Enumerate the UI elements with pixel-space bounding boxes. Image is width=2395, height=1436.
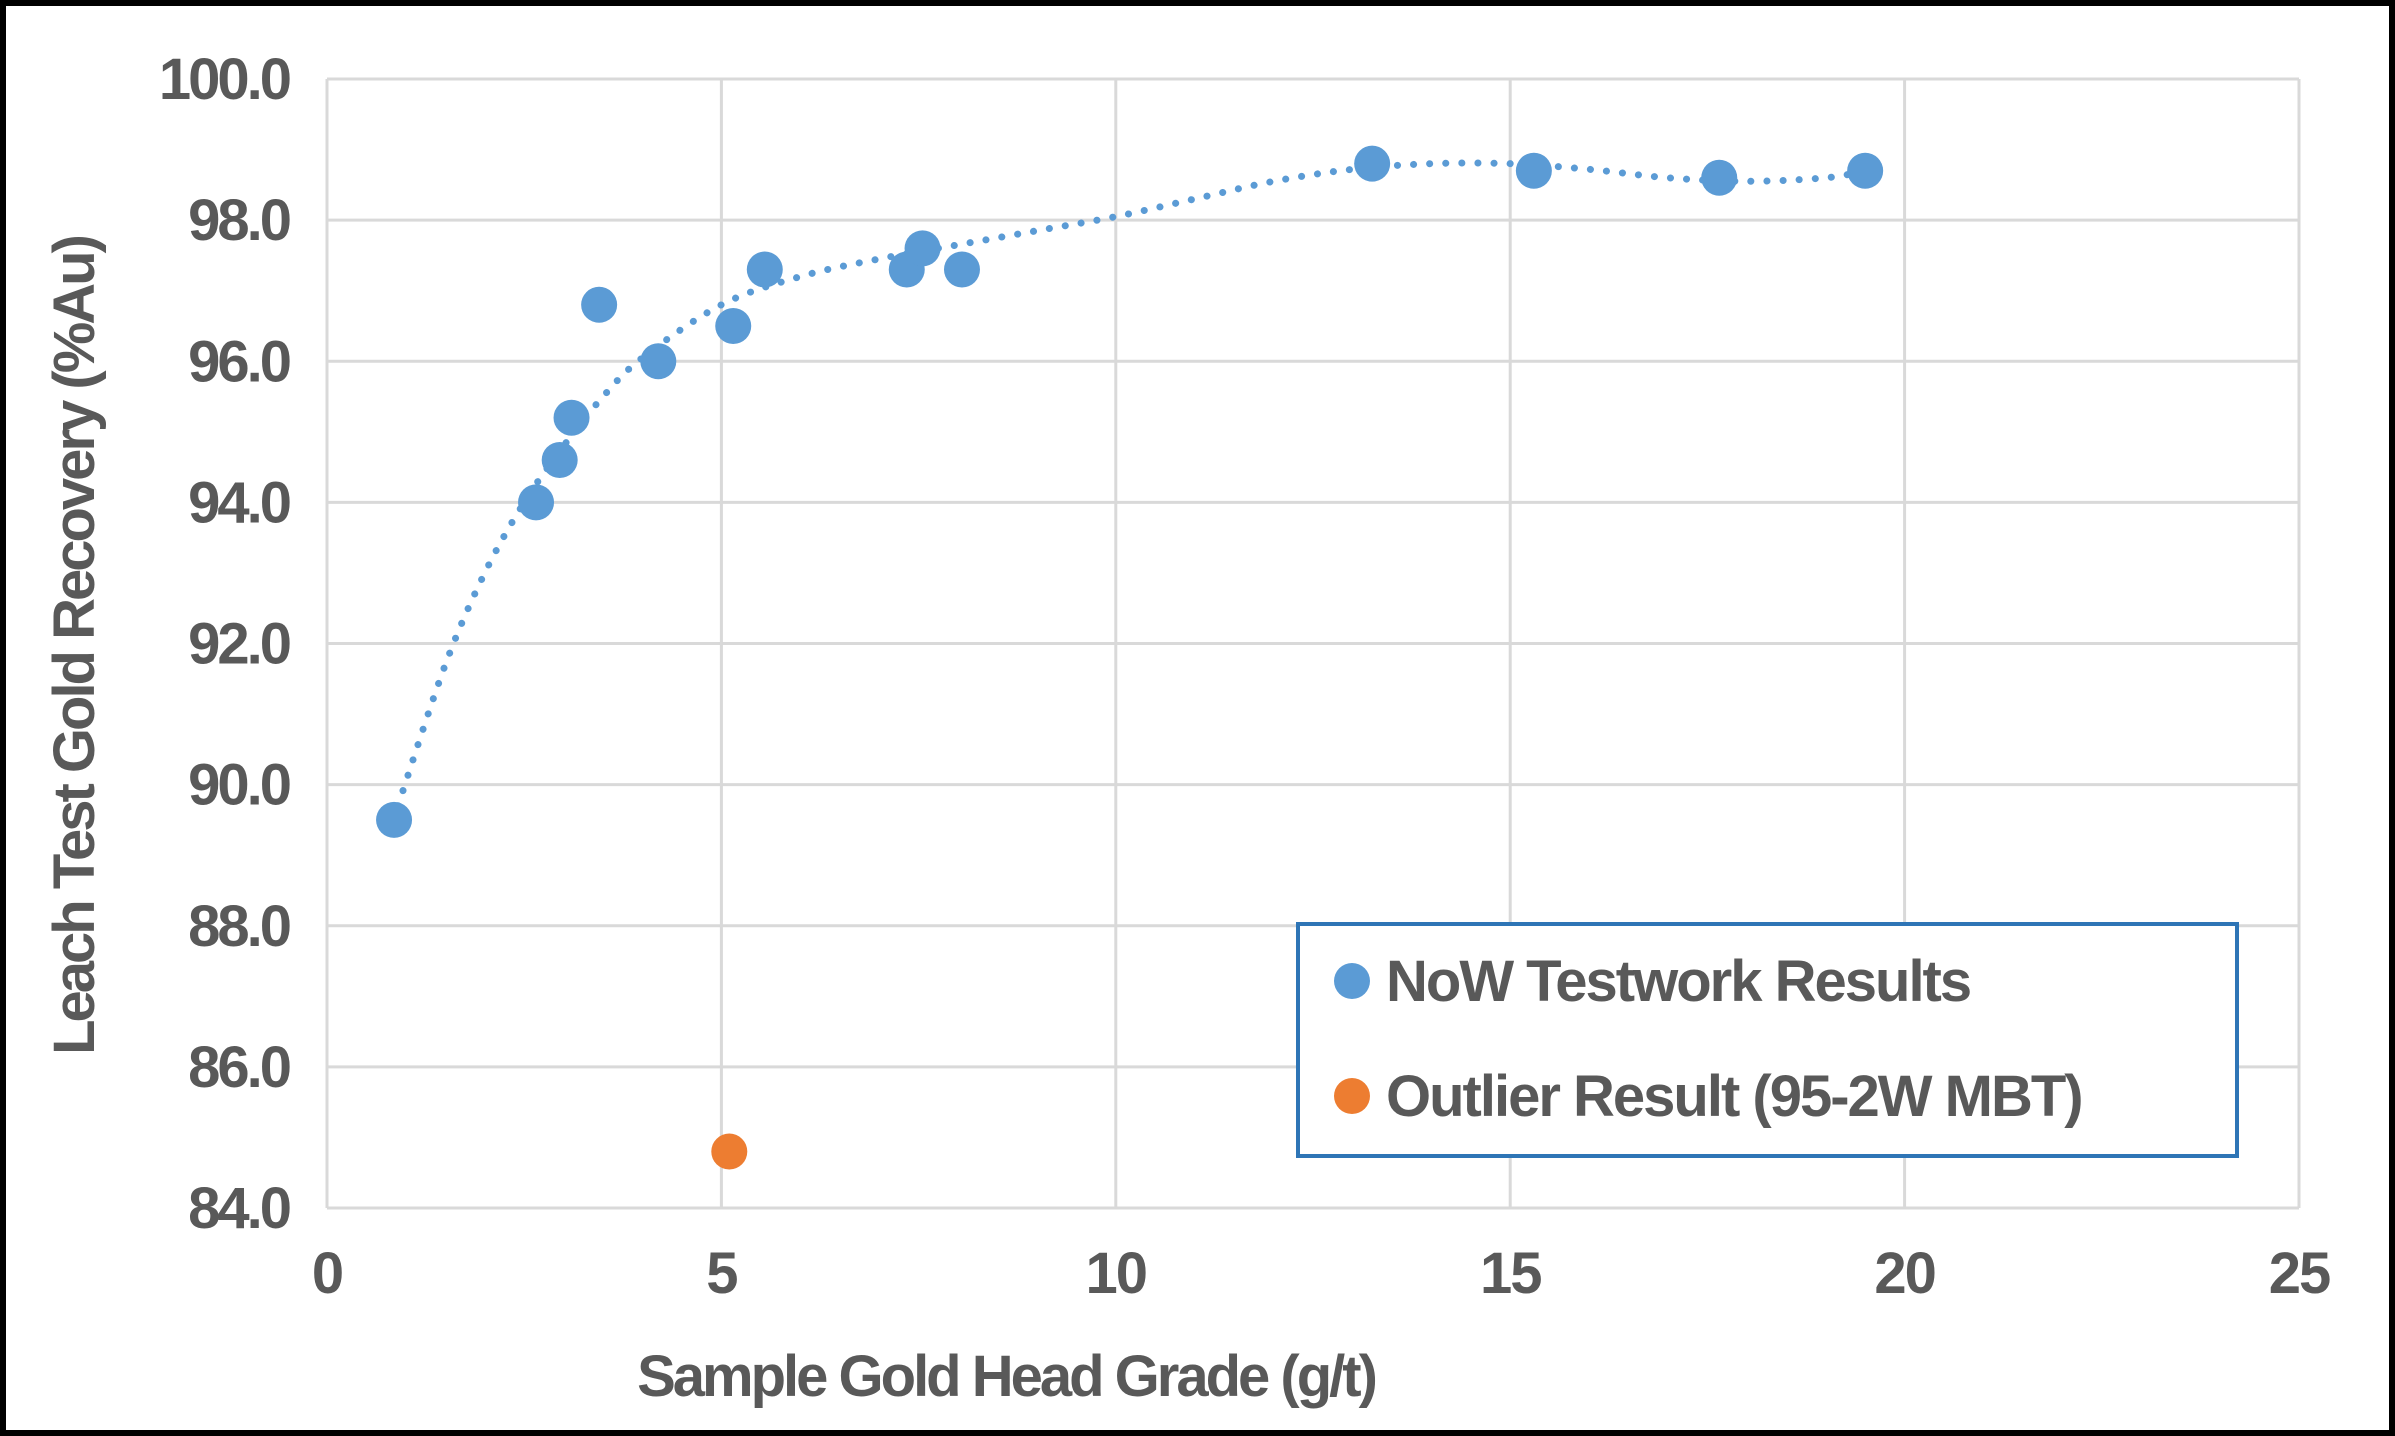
y-tick-label: 86.0 [188, 1035, 290, 1100]
data-point-now-testwork [715, 307, 752, 344]
x-tick-label: 25 [2269, 1241, 2330, 1306]
y-tick-label: 90.0 [188, 753, 290, 818]
x-tick-label: 0 [312, 1241, 342, 1306]
legend-marker-outlier [1334, 1078, 1370, 1114]
y-axis-title: Leach Test Gold Recovery (%Au) [42, 236, 107, 1054]
x-tick-labels: 0 5 10 15 20 25 [312, 1241, 2332, 1306]
y-tick-label: 84.0 [188, 1176, 290, 1241]
data-point-now-testwork [1354, 145, 1391, 182]
trendline [394, 159, 1869, 810]
y-tick-label: 92.0 [188, 612, 290, 677]
y-tick-label: 98.0 [188, 188, 290, 253]
data-point-now-testwork [541, 442, 578, 479]
y-tick-label: 94.0 [188, 470, 290, 535]
x-tick-label: 10 [1086, 1241, 1147, 1306]
scatter-chart: 84.0 86.0 88.0 90.0 92.0 94.0 96.0 98.0 100.0 0 5… [42, 47, 2332, 1409]
legend-marker-now-testwork [1334, 963, 1370, 999]
trendline-path [394, 159, 1869, 810]
data-point-now-testwork [904, 230, 941, 267]
x-tick-label: 5 [706, 1241, 737, 1306]
data-point-now-testwork [943, 251, 980, 288]
legend-box [1296, 922, 2239, 1158]
data-point-now-testwork [1701, 159, 1738, 196]
y-tick-labels: 84.0 86.0 88.0 90.0 92.0 94.0 96.0 98.0 100.0 [159, 47, 293, 1241]
data-point-now-testwork [581, 286, 618, 323]
data-point-now-testwork [1515, 152, 1552, 189]
legend-label-outlier: Outlier Result (95-2W MBT) [1386, 1064, 2082, 1129]
data-point-now-testwork [518, 484, 555, 521]
legend-label-now-testwork: NoW Testwork Results [1386, 949, 1970, 1014]
legend: NoW Testwork Results Outlier Result (95-… [1296, 922, 2239, 1158]
x-tick-label: 15 [1480, 1241, 1541, 1306]
data-point-outlier [711, 1133, 748, 1170]
x-axis-title: Sample Gold Head Grade (g/t) [637, 1344, 1375, 1409]
y-tick-label: 88.0 [188, 894, 290, 959]
y-tick-label: 100.0 [159, 47, 290, 112]
x-tick-label: 20 [1874, 1241, 1935, 1306]
y-tick-label: 96.0 [188, 329, 290, 394]
data-point-now-testwork [376, 801, 413, 838]
data-point-now-testwork [640, 343, 677, 380]
data-point-now-testwork [746, 251, 783, 288]
data-points [376, 145, 1884, 1170]
data-point-now-testwork [1847, 152, 1884, 189]
data-point-now-testwork [553, 399, 590, 436]
